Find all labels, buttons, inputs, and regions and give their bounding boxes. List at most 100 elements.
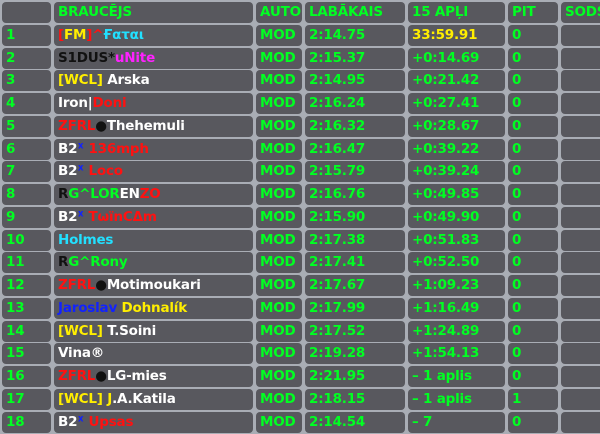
position-cell: 13 xyxy=(2,297,51,319)
pit-cell: 0 xyxy=(508,275,558,296)
best-lap-cell: 2:15.90 xyxy=(305,206,405,228)
pit-cell: 0 xyxy=(508,184,558,205)
best-lap-cell: 2:17.38 xyxy=(305,229,405,251)
driver-name-segment: 136mph xyxy=(88,140,149,157)
driver-name-segment: G^Rony xyxy=(68,254,128,271)
table-row: 6 B2ᕁ 136mph MOD 2:16.47 +0:39.22 0 xyxy=(2,138,600,160)
driver-name-segment: Dohnalík xyxy=(121,299,188,316)
table-row: 2 S1DUS*uNite MOD 2:15.37 +0:14.69 0 xyxy=(2,47,600,69)
driver-name-segment: ZFRL xyxy=(58,117,96,134)
best-lap-cell: 2:16.47 xyxy=(305,138,405,160)
table-row: 8 RG^LORENZO MOD 2:16.76 +0:49.85 0 xyxy=(2,184,600,205)
driver-name-segment: Upsas xyxy=(88,413,134,430)
header-total: 15 APĻI xyxy=(408,2,505,23)
driver-name-segment: ZO xyxy=(139,186,161,202)
driver-name-segment: Holmes xyxy=(58,231,114,248)
pit-cell: 0 xyxy=(508,411,558,433)
car-cell: MOD xyxy=(256,93,302,114)
penalty-cell xyxy=(561,252,600,274)
car-cell: MOD xyxy=(256,47,302,69)
penalty-cell xyxy=(561,297,600,319)
driver-cell: B2ᕁ TωïnCΔm xyxy=(54,206,253,228)
table-row: 17 [WCL] J.A.Katila MOD 2:18.15– 1 aplis 1 xyxy=(2,388,600,410)
driver-name-segment: Arska xyxy=(107,72,150,89)
driver-name-segment: Iron| xyxy=(58,95,93,111)
driver-name-segment: [WCL] xyxy=(58,72,108,89)
table-row: 12 ZFRL●Motimoukari MOD 2:17.67 +1:09.23 0 xyxy=(2,275,600,296)
position-cell: 6 xyxy=(2,138,51,160)
driver-name-segment: LG-mies xyxy=(106,368,167,384)
driver-name-segment: ᕁ xyxy=(77,140,89,157)
car-cell: MOD xyxy=(256,184,302,205)
penalty-cell xyxy=(561,47,600,69)
driver-cell: Holmes xyxy=(54,229,253,251)
car-cell: MOD xyxy=(256,206,302,228)
car-cell: MOD xyxy=(256,411,302,433)
driver-cell: RG^LORENZO xyxy=(54,184,253,205)
driver-name-segment: ● xyxy=(95,368,107,384)
pit-cell: 0 xyxy=(508,138,558,160)
best-lap-cell: 2:17.52 xyxy=(305,320,405,342)
driver-name-segment: Motimoukari xyxy=(106,277,201,293)
driver-name-segment: ZFRL xyxy=(58,368,96,384)
penalty-cell xyxy=(561,138,600,160)
header-driver: BRAUCĒJS xyxy=(54,2,253,23)
car-cell: MOD xyxy=(256,320,302,342)
table-row: 4 Iron|Doni MOD 2:16.24 +0:27.41 0 xyxy=(2,93,600,114)
penalty-cell xyxy=(561,206,600,228)
car-cell: MOD xyxy=(256,115,302,137)
position-cell: 2 xyxy=(2,47,51,69)
car-cell: MOD xyxy=(256,24,302,46)
driver-name-segment: TωïnCΔm xyxy=(88,208,157,225)
driver-cell: RG^Rony xyxy=(54,252,253,274)
pit-cell: 0 xyxy=(508,115,558,137)
driver-name-segment: G^LOR xyxy=(68,186,120,202)
header-penalty: SODS xyxy=(561,2,600,23)
total-cell: +1:09.23 xyxy=(408,275,505,296)
best-lap-cell: 2:17.41 xyxy=(305,252,405,274)
driver-name-segment: B2 xyxy=(58,140,78,157)
penalty-cell xyxy=(561,366,600,387)
driver-name-segment: Vina® xyxy=(58,345,105,362)
position-cell: 17 xyxy=(2,388,51,410)
position-cell: 16 xyxy=(2,366,51,387)
driver-cell: Vina® xyxy=(54,343,253,365)
driver-name-segment: [WCL] xyxy=(58,322,108,339)
penalty-cell xyxy=(561,24,600,46)
pit-cell: 0 xyxy=(508,343,558,365)
best-lap-cell: 2:16.32 xyxy=(305,115,405,137)
car-cell: MOD xyxy=(256,252,302,274)
best-lap-cell: 2:21.95 xyxy=(305,366,405,387)
penalty-cell xyxy=(561,184,600,205)
best-lap-cell: 2:14.75 xyxy=(305,24,405,46)
driver-cell: ZFRL●Motimoukari xyxy=(54,275,253,296)
table-row: 3 [WCL] Arska MOD 2:14.95 +0:21.42 0 xyxy=(2,70,600,92)
driver-name-segment: T.Soini xyxy=(107,322,157,339)
table-row: 10 Holmes MOD 2:17.38 +0:51.83 0 xyxy=(2,229,600,251)
header-position xyxy=(2,2,51,23)
best-lap-cell: 2:14.54 xyxy=(305,411,405,433)
driver-name-segment: ● xyxy=(95,277,107,293)
car-cell: MOD xyxy=(256,70,302,92)
best-lap-cell: 2:17.67 xyxy=(305,275,405,296)
penalty-cell xyxy=(561,161,600,183)
total-cell: +0:39.22 xyxy=(408,138,505,160)
driver-cell: [WCL] Arska xyxy=(54,70,253,92)
penalty-cell xyxy=(561,229,600,251)
penalty-cell xyxy=(561,93,600,114)
total-cell: +1:16.49 xyxy=(408,297,505,319)
driver-name-segment: ^ xyxy=(92,26,104,43)
driver-name-segment: uNite xyxy=(114,49,156,66)
table-row: 16 ZFRL●LG-mies MOD 2:21.95– 1 aplis 0 xyxy=(2,366,600,387)
car-cell: MOD xyxy=(256,366,302,387)
driver-name-segment: ᕁ xyxy=(77,208,89,225)
table-row: 15 Vina® MOD 2:19.28 +1:54.13 0 xyxy=(2,343,600,365)
position-cell: 3 xyxy=(2,70,51,92)
total-cell: +0:49.90 xyxy=(408,206,505,228)
position-cell: 5 xyxy=(2,115,51,137)
driver-cell: [WCL] T.Soini xyxy=(54,320,253,342)
pit-cell: 0 xyxy=(508,206,558,228)
table-row: 7 B2ᕁ Loco MOD 2:15.79 +0:39.24 0 xyxy=(2,161,600,183)
driver-name-segment: Doni xyxy=(92,95,127,111)
car-cell: MOD xyxy=(256,388,302,410)
